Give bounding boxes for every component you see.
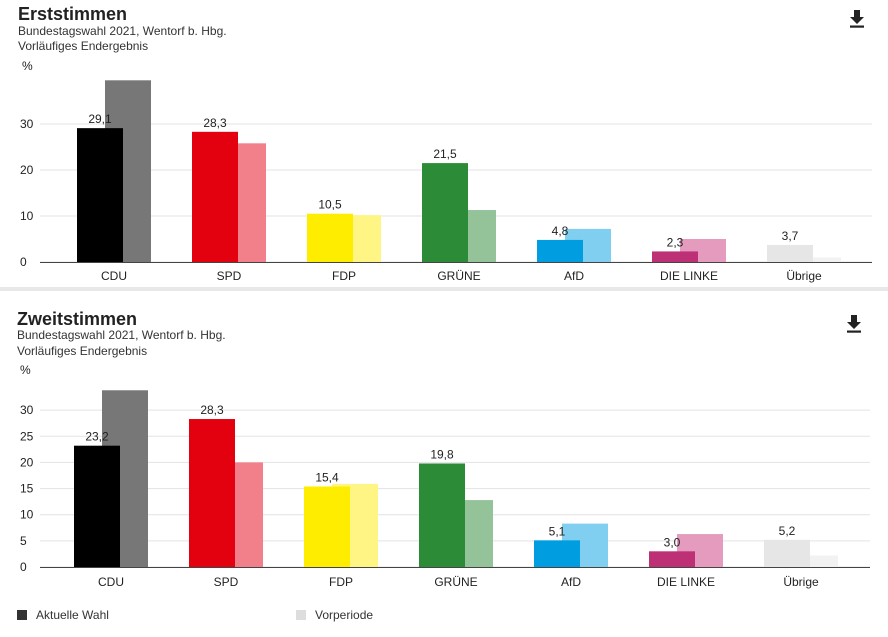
data-label: 4,8 bbox=[552, 224, 569, 238]
bar-current-die-linke bbox=[652, 251, 698, 262]
legend-label-current: Aktuelle Wahl bbox=[36, 608, 109, 622]
x-category-label: DIE LINKE bbox=[657, 575, 715, 589]
chart-title: Erststimmen bbox=[18, 4, 128, 24]
data-label: 5,1 bbox=[549, 524, 566, 538]
x-category-label: DIE LINKE bbox=[660, 269, 718, 283]
data-label: 10,5 bbox=[318, 198, 342, 212]
legend-label-previous: Vorperiode bbox=[315, 608, 374, 622]
y-tick-label: 0 bbox=[20, 255, 27, 269]
bar-current-übrige bbox=[767, 244, 813, 262]
bar-current-grüne bbox=[419, 463, 465, 567]
y-tick-label: 10 bbox=[20, 508, 34, 522]
legend-item-current: Aktuelle Wahl bbox=[17, 608, 109, 622]
chart-subtitle: Bundestagswahl 2021, Wentorf b. Hbg. bbox=[18, 24, 227, 38]
bar-current-übrige bbox=[764, 539, 810, 567]
x-category-label: FDP bbox=[332, 269, 356, 283]
legend-swatch-previous bbox=[296, 610, 306, 620]
x-category-label: CDU bbox=[98, 575, 124, 589]
bar-current-fdp bbox=[304, 486, 350, 567]
bar-current-cdu bbox=[74, 445, 120, 567]
chart-subtitle: Bundestagswahl 2021, Wentorf b. Hbg. bbox=[17, 328, 226, 342]
bar-current-grüne bbox=[422, 163, 468, 262]
download-icon[interactable] bbox=[846, 315, 862, 333]
y-tick-label: 10 bbox=[20, 209, 34, 223]
y-tick-label: 20 bbox=[20, 163, 34, 177]
y-axis-unit: % bbox=[20, 363, 31, 377]
data-label: 15,4 bbox=[315, 470, 339, 484]
x-category-label: FDP bbox=[329, 575, 353, 589]
data-label: 28,3 bbox=[203, 116, 227, 130]
y-tick-label: 30 bbox=[20, 403, 34, 417]
data-label: 28,3 bbox=[200, 403, 224, 417]
bar-previous-übrige bbox=[792, 555, 838, 567]
x-category-label: GRÜNE bbox=[434, 575, 477, 589]
bar-chart-erststimmen: % 0 10 20 30 29,1 CDU 28,3 SPD 10,5 FDP 21,5 GRÜNE 4… bbox=[20, 59, 872, 283]
y-axis-unit: % bbox=[22, 59, 33, 73]
y-tick-label: 25 bbox=[20, 429, 34, 443]
bar-current-afd bbox=[534, 540, 580, 567]
x-category-label: SPD bbox=[214, 575, 239, 589]
y-tick-label: 15 bbox=[20, 482, 34, 496]
y-tick-label: 20 bbox=[20, 455, 34, 469]
y-tick-label: 0 bbox=[20, 560, 27, 574]
chart-subtitle-status: Vorläufiges Endergebnis bbox=[17, 344, 148, 358]
x-category-label: GRÜNE bbox=[437, 269, 480, 283]
bar-current-afd bbox=[537, 239, 583, 262]
chart-panel-zweitstimmen: Zweitstimmen Bundestagswahl 2021, Wentor… bbox=[0, 291, 888, 637]
download-icon[interactable] bbox=[849, 10, 865, 28]
x-category-label: Übrige bbox=[783, 575, 819, 589]
x-category-label: CDU bbox=[101, 269, 127, 283]
bar-current-die-linke bbox=[649, 551, 695, 567]
bar-current-spd bbox=[192, 131, 238, 262]
y-tick-label: 30 bbox=[20, 117, 34, 131]
legend-item-previous: Vorperiode bbox=[296, 608, 373, 622]
bar-previous-übrige bbox=[795, 257, 841, 262]
data-label: 5,2 bbox=[779, 524, 796, 538]
chart-title: Zweitstimmen bbox=[17, 309, 138, 329]
y-tick-label: 5 bbox=[20, 534, 27, 548]
data-label: 23,2 bbox=[85, 430, 109, 444]
chart-subtitle-status: Vorläufiges Endergebnis bbox=[18, 39, 149, 53]
data-label: 3,7 bbox=[782, 229, 799, 243]
x-category-label: AfD bbox=[564, 269, 584, 283]
data-label: 19,8 bbox=[430, 447, 454, 461]
legend-swatch-current bbox=[17, 610, 27, 620]
bar-current-cdu bbox=[77, 128, 123, 262]
data-label: 3,0 bbox=[664, 535, 681, 549]
data-label: 2,3 bbox=[667, 235, 684, 249]
data-label: 21,5 bbox=[433, 147, 457, 161]
chart-panel-erststimmen: Erststimmen Bundestagswahl 2021, Wentorf… bbox=[0, 0, 888, 287]
data-label: 29,1 bbox=[88, 112, 112, 126]
x-category-label: AfD bbox=[561, 575, 581, 589]
bar-current-fdp bbox=[307, 213, 353, 262]
x-category-label: SPD bbox=[217, 269, 242, 283]
bar-chart-zweitstimmen: % 0 5 10 15 20 25 30 23,2 CDU 28,3 SPD 15,4 FDP 19,8 G… bbox=[20, 363, 870, 589]
bar-current-spd bbox=[189, 419, 235, 567]
x-category-label: Übrige bbox=[786, 269, 822, 283]
